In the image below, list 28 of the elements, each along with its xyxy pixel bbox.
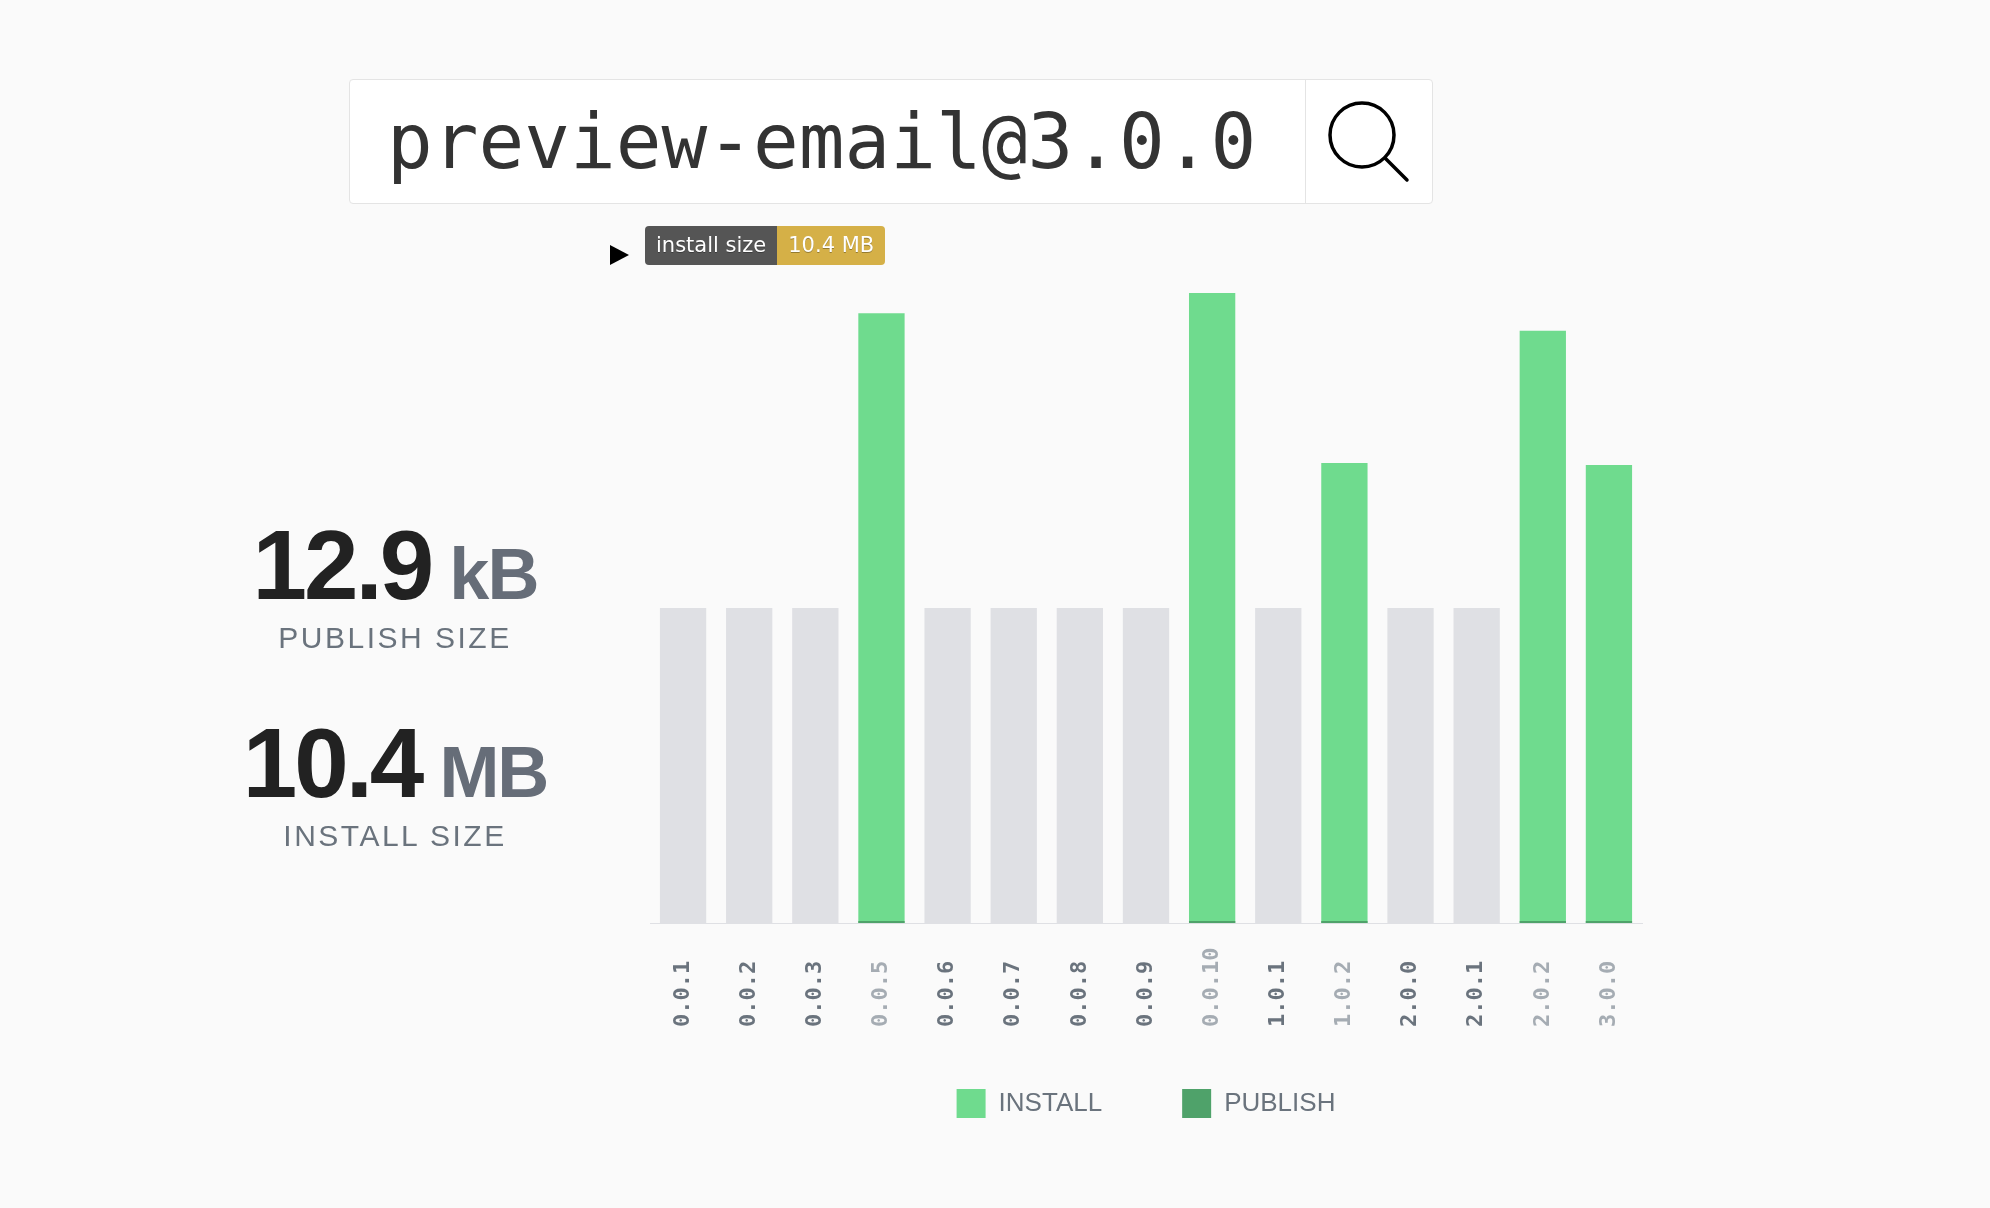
x-tick-label: 1.0.1 [1263,960,1289,1027]
search-field: preview-email@3.0.0 [349,79,1433,204]
x-tick-label: 0.0.10 [1197,947,1223,1027]
bar [1321,463,1368,923]
x-tick-label: 2.0.0 [1396,960,1422,1027]
text: INSTALL SIZE [283,819,507,852]
x-tick-label: 0.0.1 [668,960,694,1027]
chart-title: preview-email@3.0.0 [387,97,1257,186]
x-tick-label: 1.0.2 [1330,960,1356,1027]
bar [858,313,905,923]
bar [1519,330,1566,923]
bar [1188,293,1236,923]
text: 12.9 kB [252,510,538,620]
x-tick-label: 0.0.3 [801,960,827,1027]
x-tick-label: 0.0.9 [1131,960,1157,1027]
x-tick-label: 0.0.5 [867,960,893,1027]
x-tick-label: 2.0.2 [1528,960,1554,1027]
x-tick-label: 0.0.7 [999,960,1025,1027]
x-tick-label: 0.0.8 [1065,960,1091,1027]
bar [1585,464,1633,923]
text: 10.4 MB [242,708,548,818]
text: PUBLISH SIZE [278,621,512,654]
x-tick-label: 2.0.1 [1462,960,1488,1027]
x-tick-label: 0.0.2 [734,960,760,1027]
legend-label: PUBLISH [1224,1086,1336,1117]
x-tick-label: 0.0.6 [933,960,959,1027]
x-tick-label: 3.0.0 [1594,960,1620,1027]
legend-label: INSTALL [998,1086,1103,1117]
